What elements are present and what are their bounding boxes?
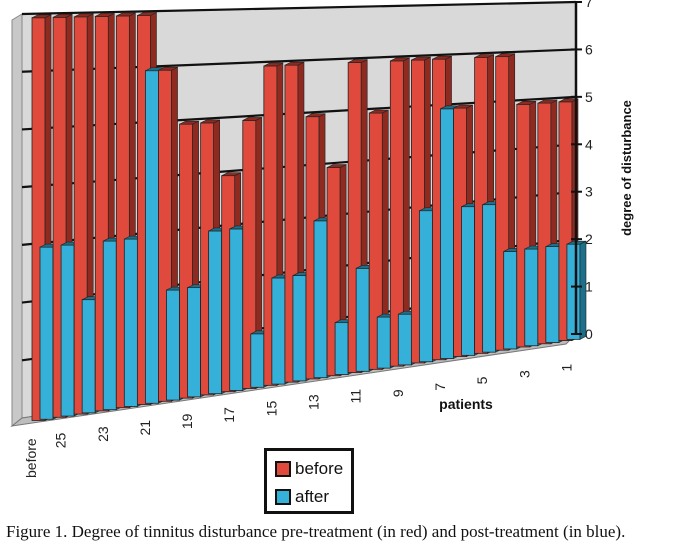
bar-after-face (39, 246, 54, 420)
bar-after-face (461, 206, 476, 356)
bar-after-face (102, 240, 117, 411)
bar-before (389, 57, 410, 367)
bar-after-face (503, 251, 518, 350)
y-tick-label: 7 (585, 0, 593, 10)
side-wall (11, 13, 23, 428)
bar-after-face (208, 230, 223, 395)
bar-after-face (271, 277, 286, 385)
bar-after-face (524, 248, 539, 347)
bar-after-face (292, 275, 307, 382)
legend-swatch-after (275, 489, 291, 505)
x-tick-label: 11 (348, 389, 364, 404)
y-tick-label: 5 (585, 89, 593, 105)
figure-caption: Figure 1. Degree of tinnitus disturbance… (6, 522, 626, 541)
bar-before-top (200, 119, 220, 124)
bar-before-top (474, 54, 494, 58)
x-tick-label: 5 (474, 376, 490, 384)
bar-before-top (116, 12, 136, 17)
bar-before-top (137, 12, 157, 16)
bars-group (31, 12, 587, 421)
bar-before-top (369, 109, 389, 114)
legend-entry-after: after (275, 487, 329, 507)
bar-before-top (348, 59, 368, 63)
x-tick-label: 19 (179, 413, 195, 429)
bar-before-top (495, 53, 515, 57)
x-tick-label: 21 (137, 420, 153, 436)
y-tick-label: 6 (585, 41, 593, 57)
bar-before-top (432, 55, 452, 60)
bar-before-top (326, 164, 347, 168)
bar-before-top (74, 13, 94, 18)
bar-before (242, 116, 263, 390)
x-tick-label-before: before (23, 438, 39, 478)
bar-after-face (187, 287, 202, 398)
x-tick-label: 3 (516, 370, 532, 378)
bar-before (368, 109, 389, 370)
legend: before after (264, 448, 354, 514)
bar-before-top (263, 62, 284, 67)
x-tick-label: 1 (558, 364, 574, 372)
bar-after-face (334, 322, 349, 375)
bar-after-face (482, 204, 497, 353)
bar-before-top (390, 57, 410, 62)
gridline (21, 0, 577, 16)
bar-before-top (558, 98, 579, 103)
bar-before-top (305, 113, 326, 118)
x-tick-label: 13 (306, 394, 322, 410)
legend-label-after: after (295, 487, 330, 506)
bar-after-face (418, 210, 433, 363)
y-tick-label: 1 (585, 279, 593, 295)
bar-before-top (31, 14, 52, 19)
x-tick-label: 17 (221, 407, 237, 423)
bar-before-top (221, 172, 241, 176)
x-tick-label: 15 (263, 401, 279, 417)
y-tick-label: 2 (585, 231, 593, 247)
x-tick-label: 7 (432, 383, 448, 391)
legend-label-before: before (295, 459, 344, 478)
bar-before-top (411, 56, 431, 61)
bar-after-face (397, 313, 412, 366)
bar-before-top (284, 61, 305, 66)
x-tick-label: 25 (53, 433, 69, 449)
y-tick-label: 4 (585, 136, 593, 152)
bar-after-face (440, 108, 454, 359)
x-tick-label: 9 (390, 389, 406, 397)
y-axis: 0 1 2 3 4 5 6 7 (571, 0, 593, 342)
x-axis-title: patients (439, 396, 493, 412)
legend-swatch-before (275, 461, 291, 477)
bar-after-face (81, 299, 96, 414)
bar-after-face (144, 70, 159, 404)
bar-before-top (179, 120, 199, 125)
bar-before-top (158, 66, 178, 71)
bar-after-face (355, 267, 370, 372)
y-tick-label: 0 (585, 326, 593, 342)
x-tick-label: 23 (95, 426, 111, 442)
bar-after-face (123, 238, 138, 407)
bar-before-top (95, 13, 115, 17)
bar-after-face (376, 316, 391, 369)
bar-after-face (566, 243, 581, 340)
bar-before-top (242, 117, 262, 121)
bar-before-top (52, 14, 73, 18)
bar-after-face (166, 289, 180, 401)
bar-before-top (537, 99, 558, 104)
x-axis-ticks: before 25 23 21 19 17 15 13 11 9 7 5 3 1 (23, 364, 574, 478)
bar-after-face (545, 246, 560, 343)
y-tick-label: 3 (585, 184, 593, 200)
legend-entry-before: before (275, 459, 343, 479)
bar-after-face (313, 220, 328, 379)
bar-before-top (453, 104, 473, 109)
bar-after-face (60, 244, 75, 417)
bar-after-face (250, 333, 265, 388)
bar-before-top (516, 101, 536, 105)
bar-after-face (229, 228, 244, 391)
y-axis-title: degree of disturbance (619, 100, 634, 236)
